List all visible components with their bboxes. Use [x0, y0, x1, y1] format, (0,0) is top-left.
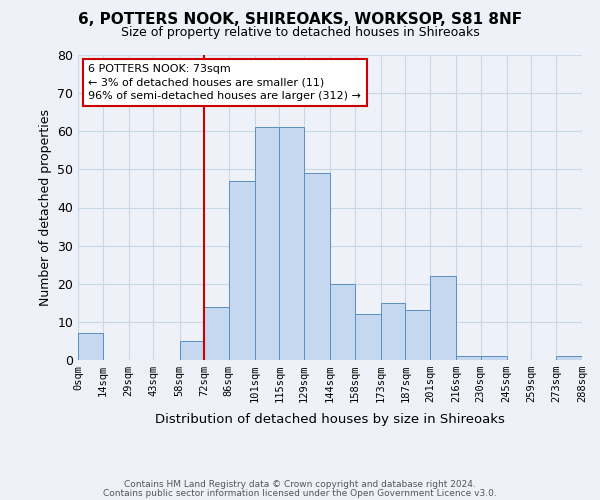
Bar	[381, 303, 405, 360]
Bar	[430, 276, 456, 360]
Bar	[481, 356, 507, 360]
X-axis label: Distribution of detached houses by size in Shireoaks: Distribution of detached houses by size …	[155, 414, 505, 426]
Bar	[229, 181, 255, 360]
Bar	[255, 128, 279, 360]
Bar	[405, 310, 430, 360]
Text: Size of property relative to detached houses in Shireoaks: Size of property relative to detached ho…	[121, 26, 479, 39]
Bar	[456, 356, 481, 360]
Text: Contains HM Land Registry data © Crown copyright and database right 2024.: Contains HM Land Registry data © Crown c…	[124, 480, 476, 489]
Bar	[179, 341, 204, 360]
Y-axis label: Number of detached properties: Number of detached properties	[38, 109, 52, 306]
Text: Contains public sector information licensed under the Open Government Licence v3: Contains public sector information licen…	[103, 488, 497, 498]
Bar	[556, 356, 582, 360]
Bar	[355, 314, 381, 360]
Bar	[304, 173, 330, 360]
Bar	[330, 284, 355, 360]
Bar	[204, 306, 229, 360]
Bar	[78, 334, 103, 360]
Text: 6, POTTERS NOOK, SHIREOAKS, WORKSOP, S81 8NF: 6, POTTERS NOOK, SHIREOAKS, WORKSOP, S81…	[78, 12, 522, 28]
Text: 6 POTTERS NOOK: 73sqm
← 3% of detached houses are smaller (11)
96% of semi-detac: 6 POTTERS NOOK: 73sqm ← 3% of detached h…	[88, 64, 361, 100]
Bar	[279, 128, 304, 360]
